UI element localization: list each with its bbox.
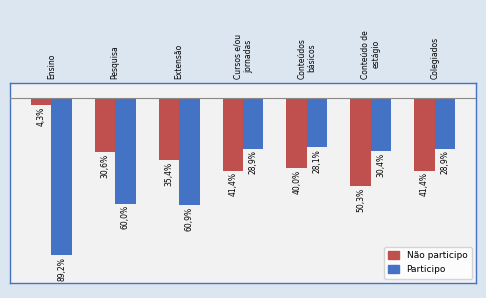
Text: 28,9%: 28,9% <box>440 150 450 174</box>
Bar <box>31 97 52 105</box>
Bar <box>95 97 115 152</box>
Bar <box>243 97 263 149</box>
Bar <box>286 97 307 168</box>
Legend: Não participo, Participo: Não participo, Participo <box>384 247 472 279</box>
Text: 40,0%: 40,0% <box>292 170 301 194</box>
Text: 4,3%: 4,3% <box>36 107 46 126</box>
Text: 28,9%: 28,9% <box>249 150 258 174</box>
Text: 50,3%: 50,3% <box>356 188 365 212</box>
Text: 41,4%: 41,4% <box>228 173 237 196</box>
Bar <box>179 97 200 205</box>
Text: 60,0%: 60,0% <box>121 205 130 229</box>
Bar <box>414 97 434 171</box>
Text: 28,1%: 28,1% <box>312 149 322 173</box>
Text: 30,4%: 30,4% <box>377 153 385 177</box>
Text: 30,6%: 30,6% <box>101 153 109 178</box>
Bar <box>350 97 371 187</box>
Bar <box>159 97 179 160</box>
Text: 41,4%: 41,4% <box>420 173 429 196</box>
Bar <box>307 97 327 147</box>
Text: 35,4%: 35,4% <box>164 162 174 186</box>
Bar <box>371 97 391 151</box>
Text: 89,2%: 89,2% <box>57 257 66 281</box>
Bar <box>52 97 72 255</box>
Bar <box>223 97 243 171</box>
Text: 60,9%: 60,9% <box>185 207 194 231</box>
Bar <box>434 97 455 149</box>
Bar <box>115 97 136 204</box>
